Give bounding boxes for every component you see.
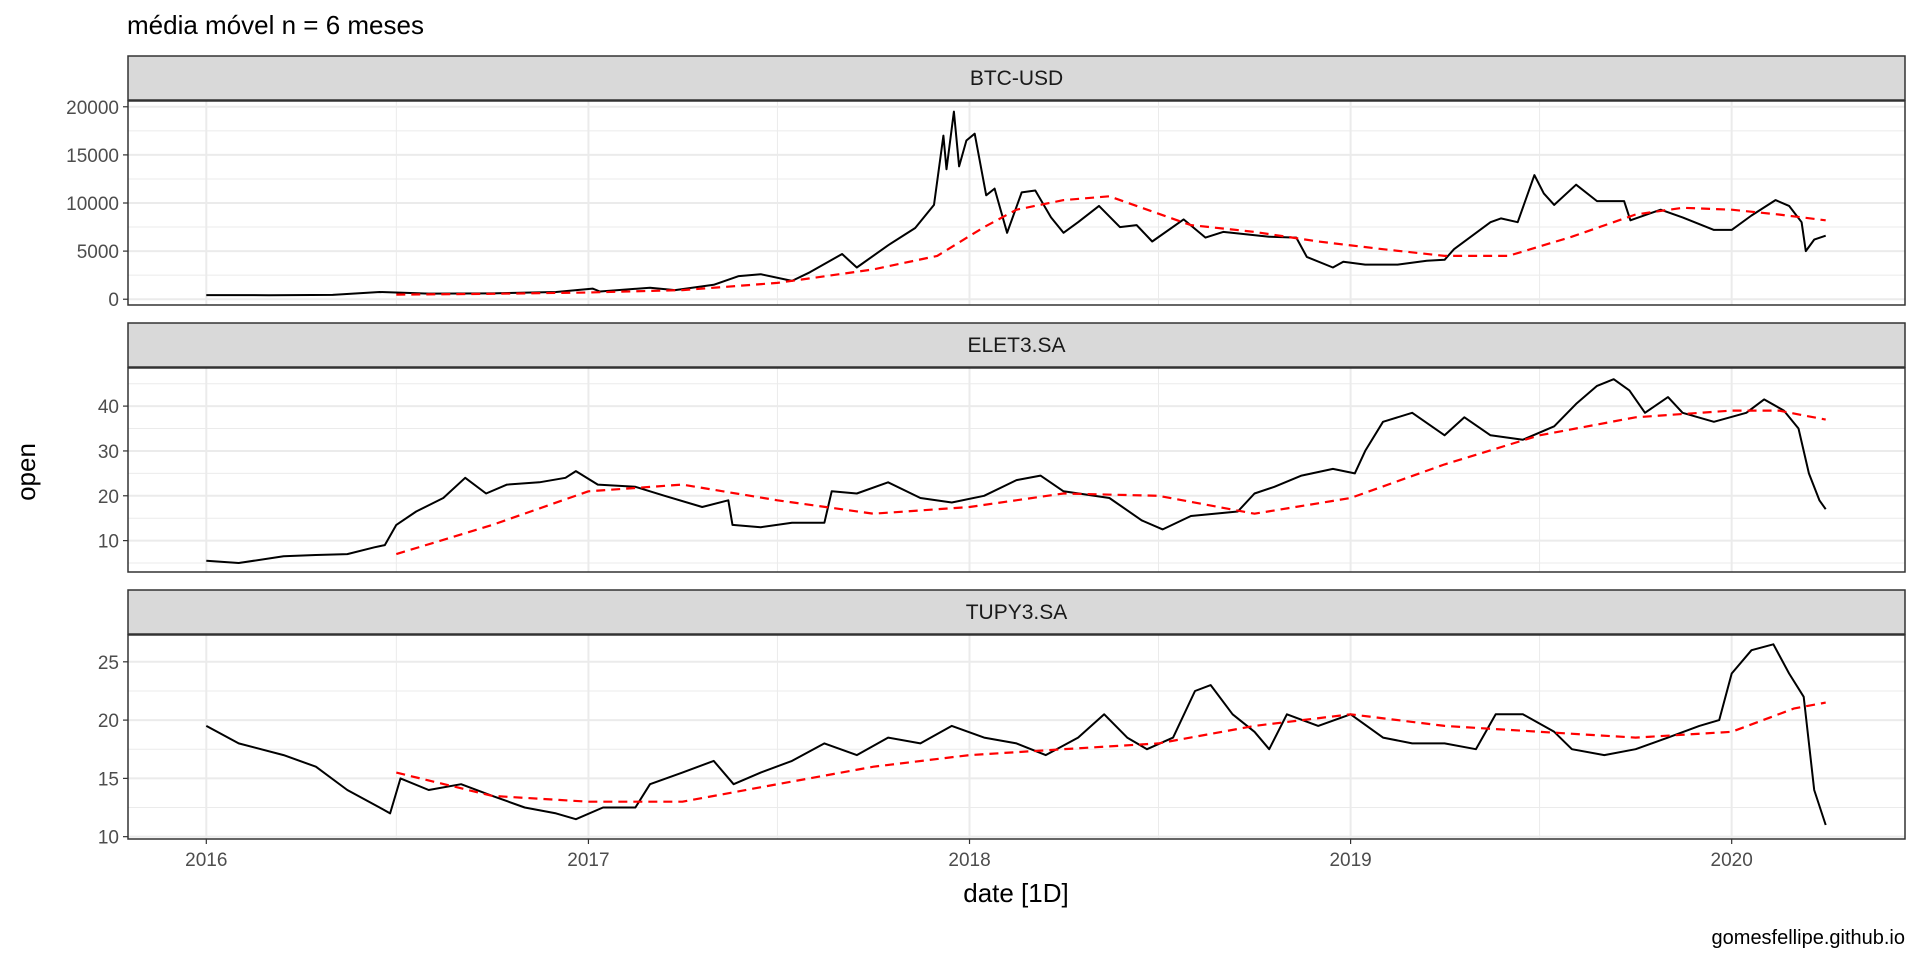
facet-panel: ELET3.SA 10 20 30 40 <box>98 322 1906 573</box>
y-tick-label: 30 <box>98 442 119 463</box>
x-tick-label: 2017 <box>567 850 609 871</box>
chart-title: média móvel n = 6 meses <box>127 10 424 40</box>
y-axis-title: open <box>11 443 41 501</box>
facet-strip <box>127 55 1906 101</box>
y-tick-label: 20 <box>98 487 119 508</box>
y-tick-label: 20000 <box>66 98 119 119</box>
x-axis-title: date [1D] <box>963 878 1069 908</box>
chart-caption: gomesfellipe.github.io <box>1712 927 1905 949</box>
x-tick-label: 2020 <box>1711 850 1753 871</box>
panel-border <box>127 367 1906 573</box>
panel-border <box>127 634 1906 840</box>
price-line <box>206 110 1827 297</box>
panel-background <box>128 368 1905 572</box>
y-tick-label: 0 <box>108 290 119 311</box>
facet-strip <box>127 322 1906 368</box>
moving-average-line <box>396 701 1826 803</box>
x-tick-label: 2019 <box>1329 850 1371 871</box>
y-tick-label: 10 <box>98 828 119 849</box>
y-tick-label: 15 <box>98 769 119 790</box>
panel-border <box>127 100 1906 306</box>
facet-panels: BTC-USD 0 5000 10000 15000 20000 ELET3.SA 10 20 3… <box>66 55 1906 871</box>
y-tick-label: 5000 <box>77 242 119 263</box>
facet-strip-label: ELET3.SA <box>967 334 1065 357</box>
x-tick-label: 2016 <box>185 850 227 871</box>
y-tick-label: 10 <box>98 532 119 553</box>
y-tick-label: 40 <box>98 397 119 418</box>
price-line <box>205 643 1827 826</box>
x-tick-label: 2018 <box>948 850 990 871</box>
facet-panel: TUPY3.SA 10 15 20 25 2016 2017 2018 2019 2020 <box>98 589 1906 871</box>
price-line <box>206 378 1827 564</box>
facet-panel: BTC-USD 0 5000 10000 15000 20000 <box>66 55 1906 311</box>
y-tick-label: 15000 <box>66 146 119 167</box>
y-tick-label: 20 <box>98 711 119 732</box>
moving-average-line <box>396 195 1826 296</box>
facet-strip-label: BTC-USD <box>970 67 1063 90</box>
facet-strip <box>127 589 1906 635</box>
y-tick-label: 10000 <box>66 194 119 215</box>
facet-strip-label: TUPY3.SA <box>966 601 1068 624</box>
y-tick-label: 25 <box>98 653 119 674</box>
